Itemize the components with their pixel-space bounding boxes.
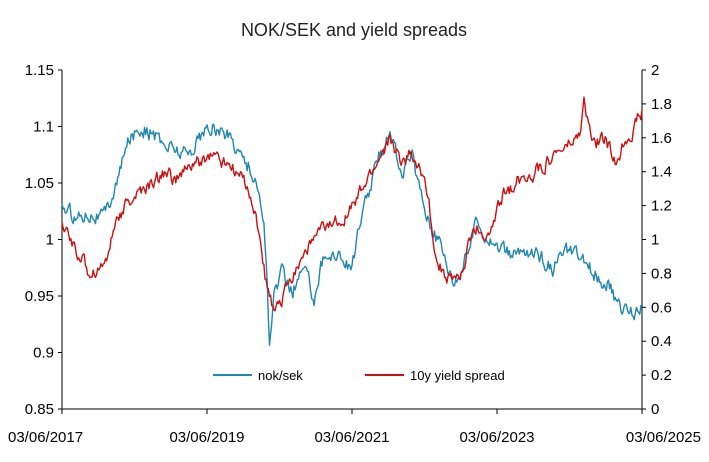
- right-axis-ticks: 0 0.2 0.4 0.6 0.8 1 1.2 1.4 1.6 1.8 2: [642, 62, 672, 418]
- x-tick-label: 03/06/2023: [459, 429, 534, 446]
- legend-label-nok-sek: nok/sek: [258, 368, 303, 383]
- x-tick-label: 03/06/2025: [626, 429, 701, 446]
- series-line-yield-spread: [61, 96, 643, 312]
- x-tick-label: 03/06/2017: [8, 429, 83, 446]
- right-tick-label: 1.8: [651, 96, 672, 113]
- right-tick-label: 0: [651, 401, 659, 418]
- series-layer: [61, 96, 643, 346]
- series-line-nok-sek: [61, 123, 643, 346]
- x-tick-label: 03/06/2019: [169, 429, 244, 446]
- right-tick-label: 2: [651, 62, 659, 79]
- legend-label-yield-spread: 10y yield spread: [410, 368, 505, 383]
- left-axis-ticks: 0.85 0.9 0.95 1 1.05 1.1 1.15: [25, 62, 62, 418]
- right-tick-label: 1.4: [651, 164, 672, 181]
- left-tick-label: 0.85: [25, 401, 54, 418]
- legend: nok/sek 10y yield spread: [213, 368, 505, 383]
- right-tick-label: 0.6: [651, 299, 672, 316]
- left-tick-label: 1.05: [25, 175, 54, 192]
- left-tick-label: 1: [46, 232, 54, 249]
- chart-title: NOK/SEK and yield spreads: [241, 20, 467, 40]
- x-axis-ticks: 03/06/2017 03/06/2019 03/06/2021 03/06/2023…: [8, 409, 701, 446]
- left-tick-label: 0.95: [25, 288, 54, 305]
- x-tick-label: 03/06/2021: [314, 429, 389, 446]
- left-tick-label: 1.15: [25, 62, 54, 79]
- right-tick-label: 0.2: [651, 367, 672, 384]
- left-tick-label: 0.9: [33, 345, 54, 362]
- right-tick-label: 1: [651, 232, 659, 249]
- right-tick-label: 0.4: [651, 333, 672, 350]
- right-tick-label: 1.6: [651, 130, 672, 147]
- left-tick-label: 1.1: [33, 119, 54, 136]
- right-tick-label: 0.8: [651, 265, 672, 282]
- right-tick-label: 1.2: [651, 198, 672, 215]
